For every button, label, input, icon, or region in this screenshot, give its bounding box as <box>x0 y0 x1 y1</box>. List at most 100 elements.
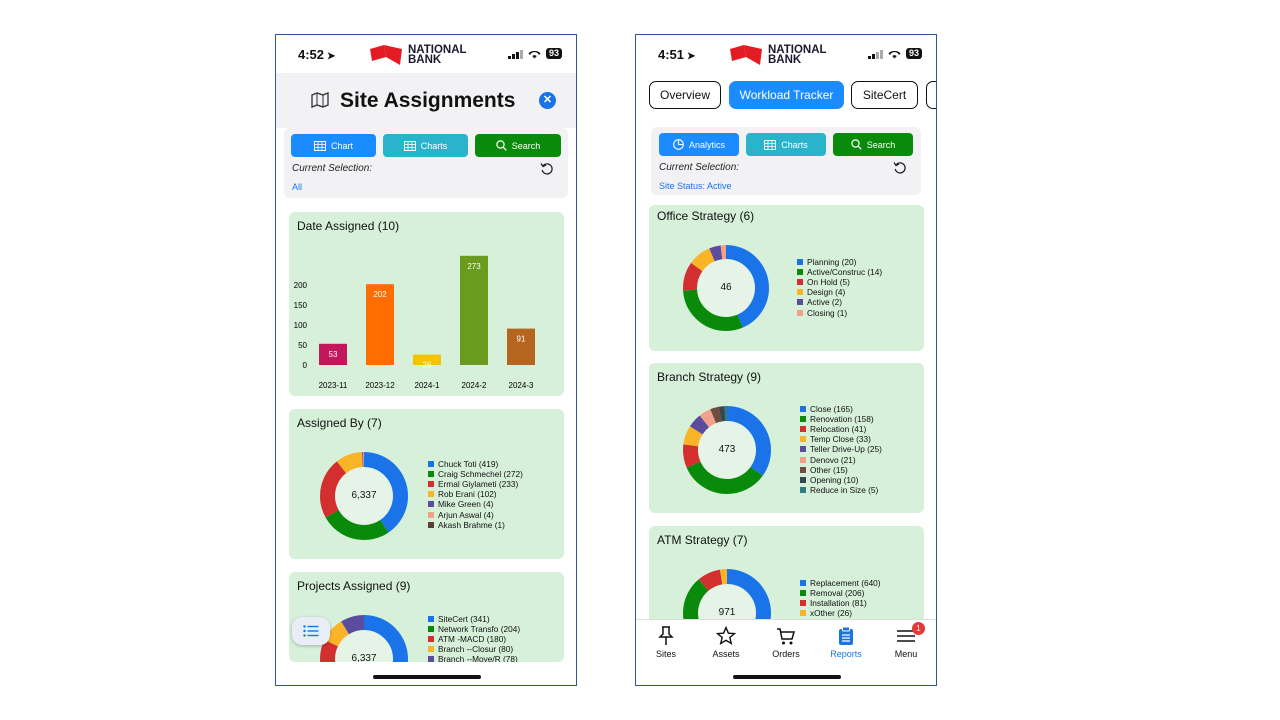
legend-item: Teller Drive-Up (25) <box>800 444 882 454</box>
legend-swatch <box>797 269 803 276</box>
pie-chart-icon <box>673 139 684 150</box>
cellular-signal-icon <box>508 49 523 59</box>
legend-swatch <box>428 636 434 643</box>
legend-swatch <box>797 259 803 266</box>
legend-swatch <box>428 491 434 498</box>
legend-label: Planning (20) <box>807 257 857 268</box>
office-strategy-card[interactable]: Office Strategy (6) 46 Planning (20) Acti… <box>649 205 924 351</box>
legend-item: Denovo (21) <box>800 454 882 465</box>
home-indicator <box>373 675 481 679</box>
legend-item: Arjun Aswal (4) <box>428 509 523 520</box>
legend: Planning (20) Active/Construc (14) On Hold… <box>797 257 882 318</box>
current-selection-label: Current Selection: <box>292 163 373 174</box>
legend-item: Planning (20) <box>797 257 882 267</box>
projects-assigned-card[interactable]: Projects Assigned (9) 6,337 SiteCert (34… <box>289 572 564 662</box>
nav-assets[interactable]: Assets <box>701 626 751 659</box>
status-bar: 4:51 ➤ NATIONAL BANK 93 <box>636 35 936 73</box>
nav-orders[interactable]: Orders <box>761 626 811 659</box>
branch-strategy-card[interactable]: Branch Strategy (9) 473 Close (165) Renov… <box>649 363 924 513</box>
tab-overview[interactable]: Overview <box>649 81 721 109</box>
donut-slice[interactable] <box>320 615 408 663</box>
legend-label: Renovation (158) <box>810 414 874 425</box>
reset-icon[interactable] <box>540 162 554 176</box>
legend-swatch <box>800 580 806 587</box>
bar-value-label: 26 <box>423 361 432 370</box>
list-toggle-button[interactable] <box>292 617 330 645</box>
donut-slice[interactable] <box>683 569 771 627</box>
legend-swatch <box>800 610 806 617</box>
page-title: Site Assignments <box>340 89 516 112</box>
legend-item: Temp Close (33) <box>800 434 882 444</box>
card-title: Projects Assigned (9) <box>297 579 411 593</box>
date-assigned-card[interactable]: Date Assigned (10) 0 50 100 150 200 53 2023-11… <box>289 212 564 396</box>
x-tick-label: 2023-11 <box>319 381 348 390</box>
donut-slice[interactable] <box>683 406 771 494</box>
legend: Close (165) Renovation (158) Relocation (4… <box>800 404 882 495</box>
selection-panel: Chart Charts Search Current Selection: A… <box>284 128 568 198</box>
bar[interactable] <box>366 284 394 365</box>
legend-swatch <box>428 626 434 633</box>
analytics-button[interactable]: Analytics <box>659 133 739 156</box>
legend-item: Ermal Giylameti (233) <box>428 479 523 489</box>
bar[interactable] <box>460 255 488 365</box>
bar[interactable] <box>319 343 347 365</box>
legend-label: Opening (10) <box>810 474 859 485</box>
nav-reports[interactable]: Reports <box>821 626 871 659</box>
legend-label: Close (165) <box>810 404 853 415</box>
legend-label: Ermal Giylameti (233) <box>438 479 519 490</box>
legend-item: Mike Green (4) <box>428 499 523 509</box>
donut-slice[interactable] <box>683 406 771 494</box>
nav-menu[interactable]: Menu 1 <box>881 622 931 659</box>
legend-item: Removal (206) <box>800 588 881 598</box>
legend: SiteCert (341) Network Transfo (204) ATM -… <box>428 614 520 662</box>
donut-slice[interactable] <box>320 615 408 663</box>
cellular-signal-icon <box>868 49 883 59</box>
legend-item: Opening (10) <box>800 475 882 485</box>
legend-swatch <box>800 590 806 597</box>
close-button[interactable]: ✕ <box>539 92 556 109</box>
tab-workload-tracker[interactable]: Workload Tracker <box>729 81 844 109</box>
donut-slice[interactable] <box>683 245 769 331</box>
donut-slice[interactable] <box>683 569 771 627</box>
nav-sites[interactable]: Sites <box>641 626 691 659</box>
legend-item: Network Transfo (204) <box>428 624 520 634</box>
current-selection-value[interactable]: Site Status: Active <box>659 181 732 191</box>
charts-button[interactable]: Charts <box>746 133 826 156</box>
legend-swatch <box>428 616 434 623</box>
bar[interactable] <box>507 328 535 365</box>
bar-value-label: 53 <box>329 350 338 359</box>
charts-button[interactable]: Charts <box>383 134 468 157</box>
logo-line1: NATIONAL <box>408 44 467 56</box>
legend-item: Branch --Closur (80) <box>428 644 520 654</box>
donut-slice[interactable] <box>320 452 408 540</box>
legend-item: On Hold (5) <box>797 277 882 287</box>
bar[interactable] <box>413 354 441 365</box>
tab-sitecert[interactable]: SiteCert <box>851 81 918 109</box>
legend-label: Arjun Aswal (4) <box>438 509 494 520</box>
projects-assigned-donut <box>320 615 408 663</box>
donut-slice[interactable] <box>683 245 769 331</box>
legend-swatch <box>800 426 806 433</box>
current-selection-value[interactable]: All <box>292 182 303 192</box>
donut-total: 6,337 <box>351 490 377 501</box>
location-arrow-icon: ➤ <box>327 51 336 62</box>
search-button[interactable]: Search <box>475 134 561 157</box>
donut-slice[interactable] <box>320 452 408 540</box>
tab-more[interactable] <box>926 81 936 109</box>
legend-swatch <box>800 466 806 473</box>
cart-icon <box>777 628 795 645</box>
assigned-by-card[interactable]: Assigned By (7) 6,337 Chuck Toti (419) Cr… <box>289 409 564 559</box>
legend-item: SiteCert (341) <box>428 614 520 624</box>
donut-slice[interactable] <box>683 245 769 331</box>
legend-label: Other (15) <box>810 464 848 475</box>
reset-icon[interactable] <box>893 161 907 175</box>
location-arrow-icon: ➤ <box>687 51 696 62</box>
legend-label: Branch --Move/R (78) <box>438 654 518 662</box>
search-button[interactable]: Search <box>833 133 913 156</box>
legend-label: Reduce in Size (5) <box>810 484 879 495</box>
donut-slice[interactable] <box>683 406 771 494</box>
chart-button[interactable]: Chart <box>291 134 376 157</box>
atm-strategy-card[interactable]: ATM Strategy (7) 971 Replacement (640) Re… <box>649 526 924 626</box>
page-header: Site Assignments ✕ <box>276 73 576 128</box>
donut-slice[interactable] <box>320 452 408 540</box>
